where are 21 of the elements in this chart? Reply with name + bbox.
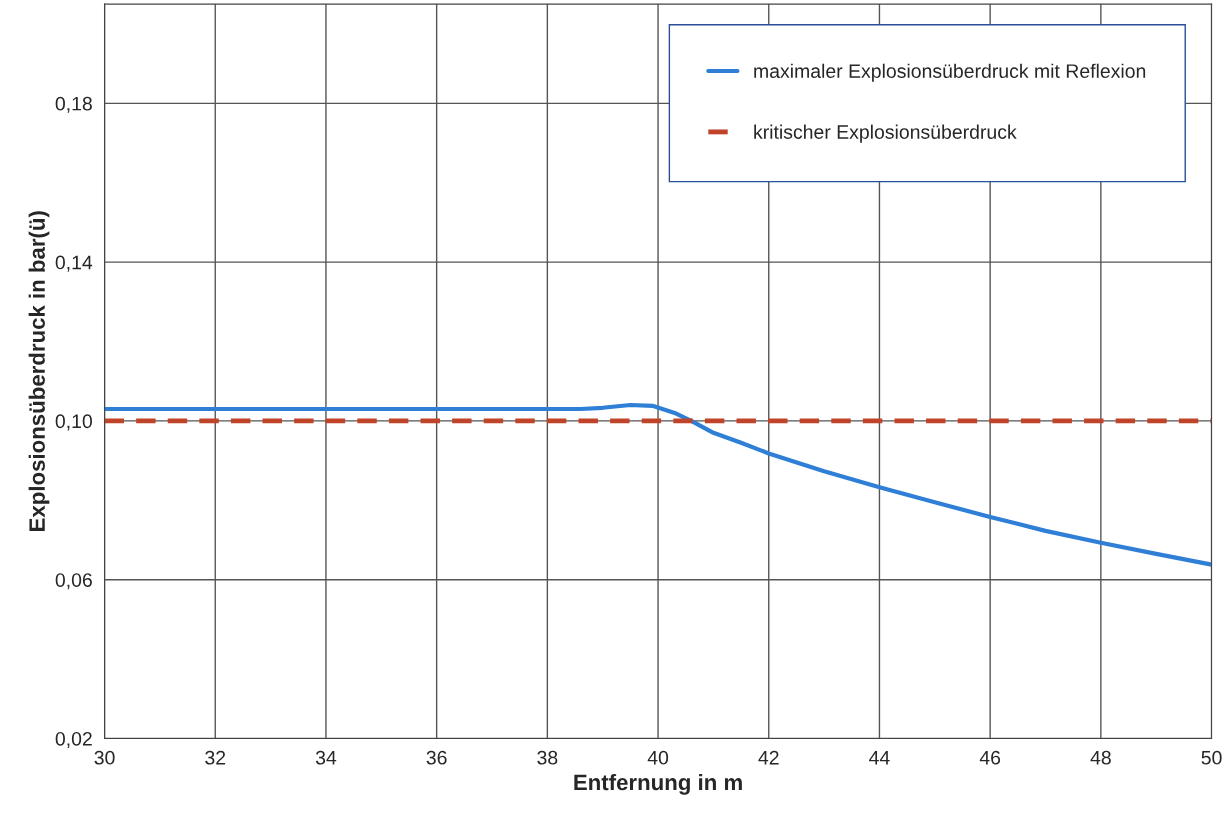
x-tick-label: 36: [426, 750, 447, 765]
y-tick-label: 0,06: [55, 573, 92, 590]
x-tick-label: 34: [315, 750, 337, 765]
x-tick-label: 44: [869, 751, 890, 765]
legend-label: maximaler Explosionsüberdruck mit Reflexion: [754, 63, 1146, 82]
x-tick-label: 50: [1201, 750, 1222, 765]
legend-label: kritischer Explosionsüberdruck: [754, 124, 1017, 143]
y-tick-label: 0,10: [55, 414, 92, 431]
x-tick-label: 40: [647, 750, 669, 765]
x-axis-title: Entfernung in m: [574, 773, 742, 795]
y-tick-label: 0,18: [55, 96, 92, 113]
y-axis-title: Explosionsüberdruck in bar(ü): [28, 211, 50, 531]
y-tick-label: 0,02: [55, 731, 92, 749]
x-tick-label: 48: [1090, 750, 1111, 765]
x-tick-label: 42: [758, 750, 779, 765]
x-tick-label: 46: [979, 750, 1001, 765]
line-series: [104, 402, 1212, 567]
x-tick-label: 32: [205, 750, 226, 765]
x-tick-label: 30: [94, 750, 115, 765]
y-tick-label: 0,14: [55, 255, 93, 272]
x-tick-label: 38: [537, 750, 558, 765]
